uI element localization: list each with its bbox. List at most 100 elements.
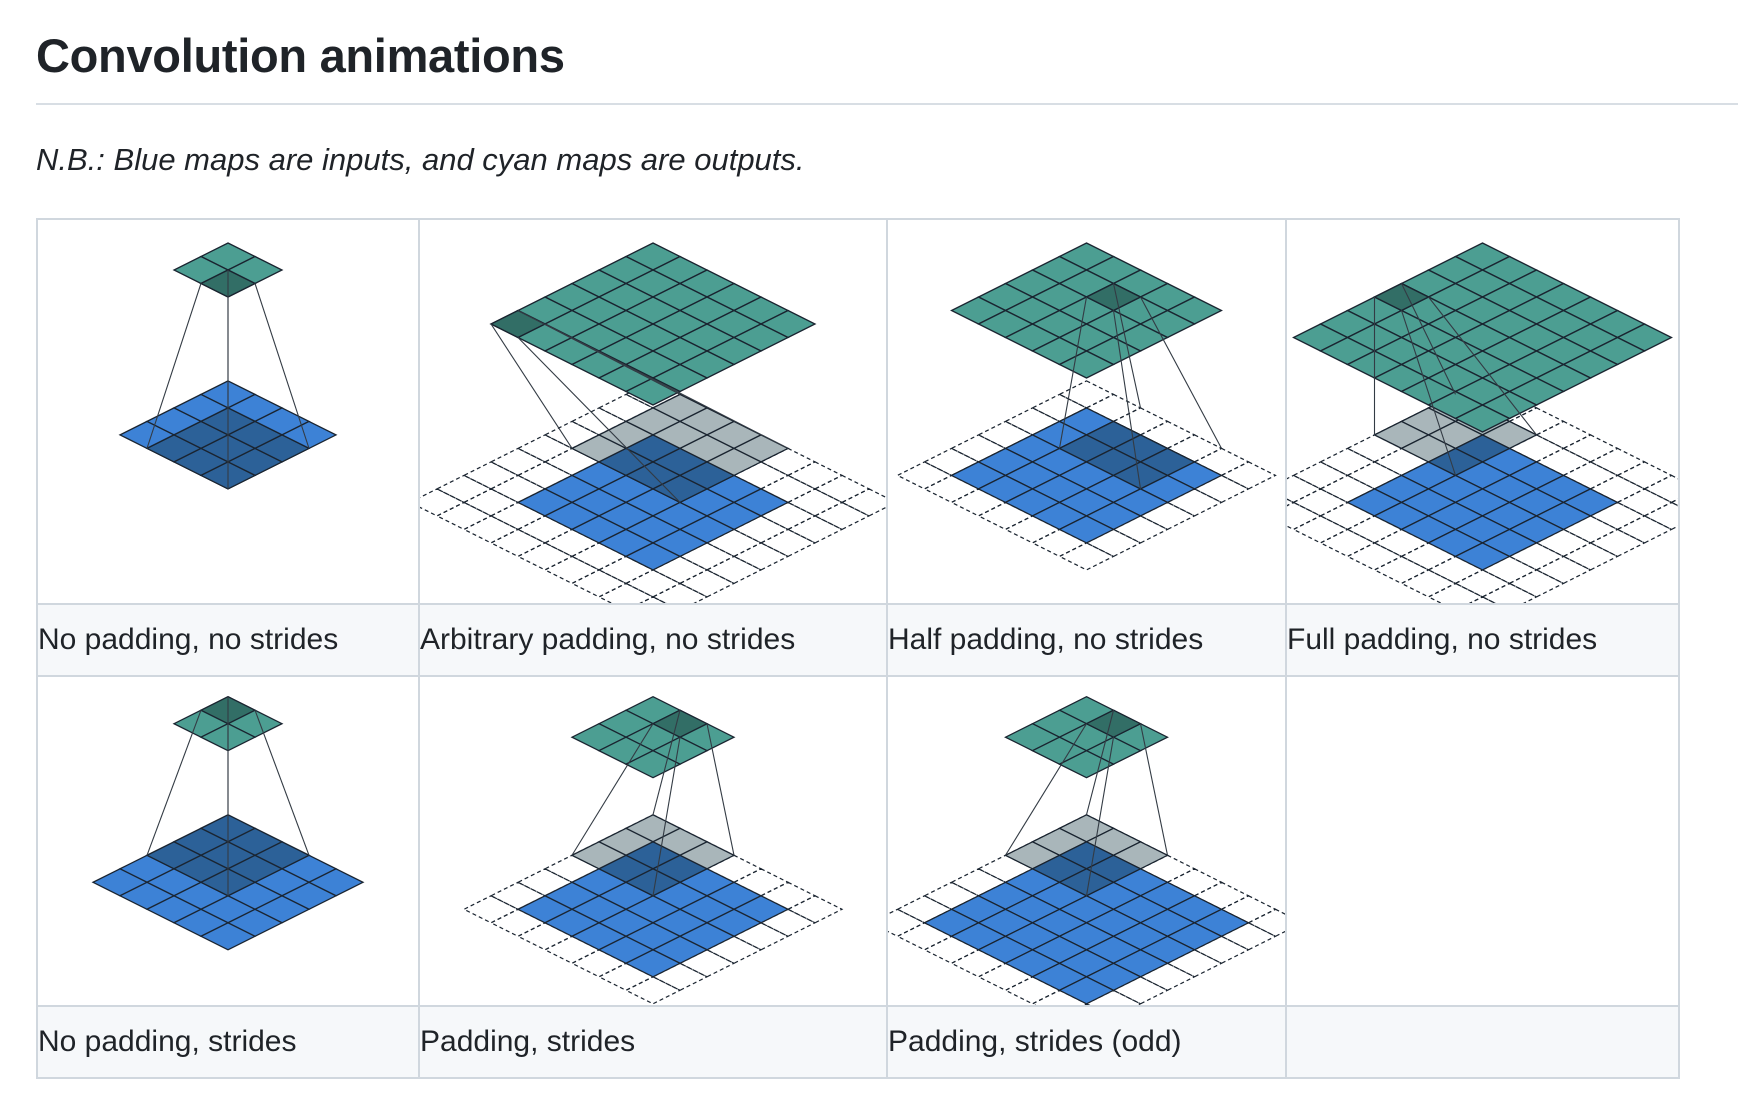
padding-cell <box>1220 461 1277 490</box>
padding-cell <box>1166 434 1223 463</box>
padding-cell <box>1508 407 1565 436</box>
padding-cell <box>950 434 1007 463</box>
padding-cell <box>1292 488 1349 517</box>
padding-cell <box>1193 881 1250 910</box>
padding-cell <box>597 962 655 991</box>
input-cell <box>1454 542 1511 571</box>
table-row <box>36 675 1680 1007</box>
connector-line <box>1112 283 1142 408</box>
padding-cell <box>1058 542 1115 571</box>
padding-cell <box>1085 393 1142 423</box>
conv-no-padding-strides-diagram <box>91 695 365 951</box>
conv-full-padding-diagram <box>1287 242 1678 603</box>
padding-cell <box>1193 447 1250 477</box>
padding-cell <box>950 488 1007 517</box>
padding-cell <box>896 895 953 924</box>
padding-cell <box>1373 555 1430 585</box>
connector-line <box>652 737 681 896</box>
caption-cell: Padding, strides <box>418 1005 888 1079</box>
padding-cell <box>1346 542 1403 571</box>
padding-cell <box>651 582 709 603</box>
caption-cell: Padding, strides (odd) <box>886 1005 1287 1079</box>
padding-cell <box>705 555 763 585</box>
connector-line <box>1112 310 1142 489</box>
connector-line <box>517 337 681 503</box>
output-cell <box>624 377 682 406</box>
padding-cell <box>923 935 980 964</box>
padding-cell <box>1427 555 1484 585</box>
padding-cell <box>639 596 667 603</box>
padding-cell <box>489 501 547 531</box>
padding-cell <box>1112 407 1169 436</box>
padding-cell <box>1287 474 1322 504</box>
padding-cell <box>489 474 547 504</box>
padding-cell <box>1346 461 1403 490</box>
padding-cell <box>1562 434 1619 463</box>
padding-cell <box>489 528 547 558</box>
input-cell <box>1058 976 1115 1005</box>
connector-line <box>254 283 310 449</box>
padding-cell <box>759 474 817 504</box>
padding-cell <box>1481 582 1538 603</box>
padding-cell <box>977 420 1034 450</box>
convolution-animations-table: No padding, no strides Arbitrary padding… <box>36 218 1680 1079</box>
padding-cell <box>543 447 601 477</box>
padding-cell <box>1319 528 1376 558</box>
caption-cell: Arbitrary padding, no strides <box>418 603 888 677</box>
padding-cell <box>1535 420 1592 450</box>
connector-line <box>571 723 654 856</box>
padding-cell <box>462 515 520 544</box>
padding-cell <box>1535 555 1592 585</box>
kernel-cell <box>1058 868 1115 897</box>
connector-line <box>652 710 681 815</box>
padding-cell <box>1292 461 1349 490</box>
padding-cell <box>1643 501 1678 531</box>
padding-cell <box>1346 515 1403 544</box>
animation-cell <box>36 218 420 605</box>
conv-half-padding-diagram <box>896 242 1277 571</box>
connector-line <box>1139 723 1169 856</box>
page-title: Convolution animations <box>36 29 565 82</box>
connector-line <box>146 709 202 856</box>
heading-divider <box>36 103 1738 105</box>
padding-cell <box>516 922 574 951</box>
padding-cell <box>1287 501 1322 531</box>
padding-cell <box>1373 447 1430 477</box>
padding-cell <box>923 474 980 504</box>
padding-cell <box>1468 596 1497 603</box>
padding-cell <box>1247 908 1285 937</box>
padding-cell <box>516 515 574 544</box>
padding-cell <box>489 881 547 910</box>
padding-cell <box>977 854 1034 883</box>
padding-cell <box>543 935 601 964</box>
padding-cell <box>977 962 1034 991</box>
padding-cell <box>923 447 980 477</box>
connector-line <box>1400 310 1457 476</box>
animation-cell <box>418 218 888 605</box>
connector-line <box>1401 283 1456 395</box>
connector-line <box>1428 296 1537 436</box>
padding-cell <box>1346 434 1403 463</box>
padding-cell <box>1292 515 1349 544</box>
connector-line <box>706 723 735 856</box>
animation-cell <box>36 675 420 1007</box>
conv-padding-strides-diagram <box>462 695 844 1005</box>
padding-cell <box>1535 447 1592 477</box>
padding-cell <box>950 949 1007 978</box>
padding-cell <box>1031 989 1088 1005</box>
padding-cell <box>977 501 1034 531</box>
padding-cell <box>1508 569 1565 598</box>
animation-cell <box>886 675 1287 1007</box>
padding-cell <box>786 461 844 490</box>
caption-cell: No padding, no strides <box>36 603 420 677</box>
padding-cell <box>1220 895 1277 924</box>
table-row: No padding, strides Padding, strides Pad… <box>36 1005 1680 1079</box>
padding-cell <box>1400 569 1457 598</box>
padding-cell <box>597 555 655 585</box>
conv-arbitrary-padding-diagram <box>420 242 886 603</box>
connector-line <box>1140 296 1222 449</box>
padding-cell <box>516 434 574 463</box>
padding-cell <box>1139 420 1196 450</box>
connector-line <box>146 283 202 449</box>
padding-cell <box>840 488 886 517</box>
